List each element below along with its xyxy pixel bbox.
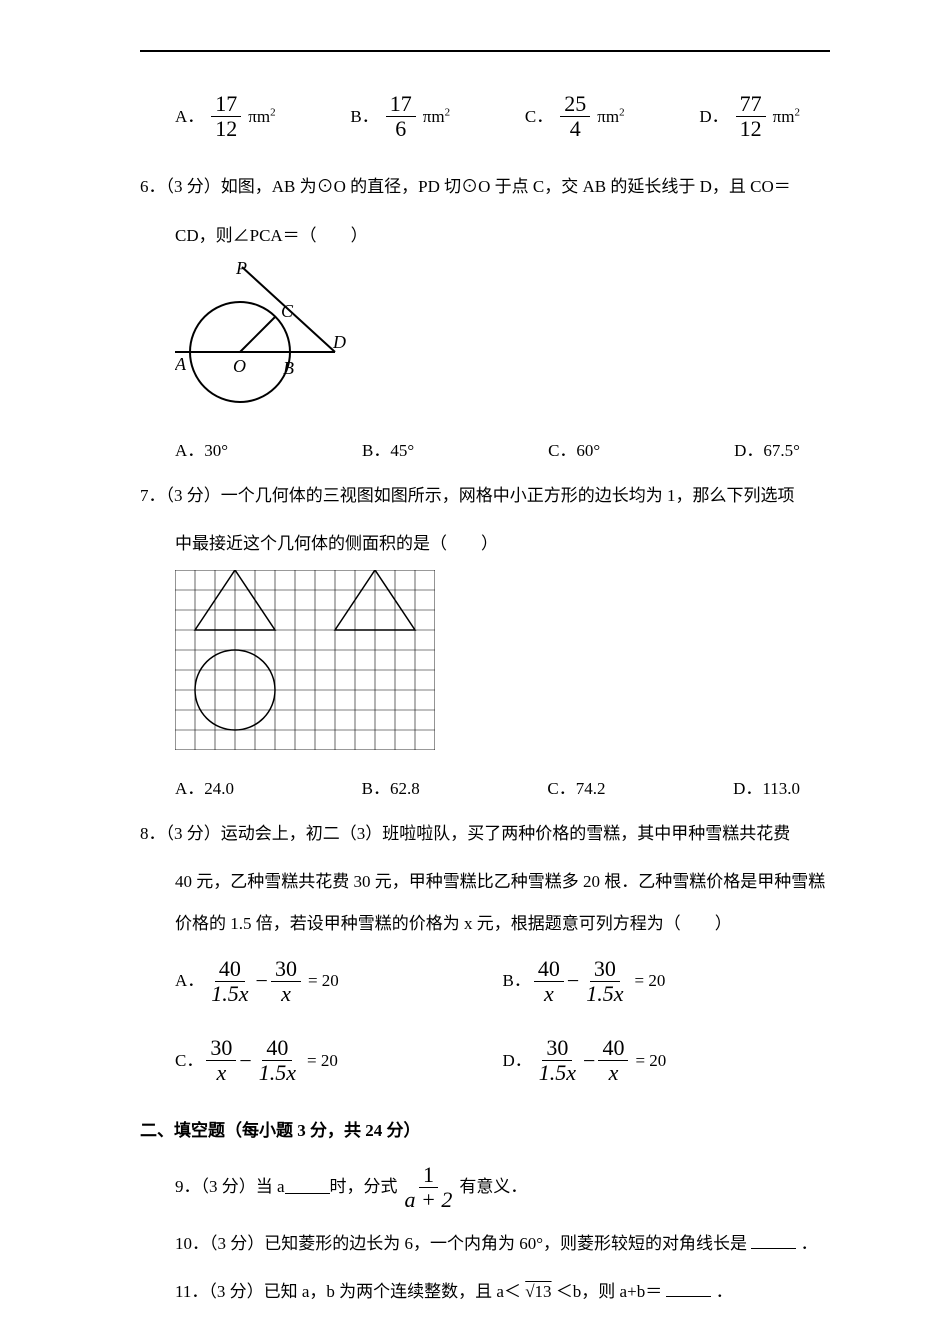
frac-num: 17 [386, 92, 416, 117]
q7-figure [175, 570, 830, 761]
q11-mid: ＜b，则 a+b＝ [556, 1282, 662, 1301]
option-label: B． [350, 101, 378, 133]
fraction: 25 4 [560, 92, 590, 141]
q6-stem-line2: CD，则∠PCA＝（ ） [140, 220, 830, 252]
q8-options: A． 401.5x − 30x = 20 B． 40x − 301.5x = 2… [140, 957, 830, 1086]
unit: πm2 [597, 101, 624, 133]
svg-text:A: A [175, 354, 187, 374]
q11: 11．（3 分）已知 a，b 为两个连续整数，且 a＜ √13 ＜b，则 a+b… [140, 1276, 830, 1308]
frac-num: 25 [560, 92, 590, 117]
q10: 10．（3 分）已知菱形的边长为 6，一个内角为 60°，则菱形较短的对角线长是… [140, 1228, 830, 1260]
q9-mid: 时，分式 [330, 1171, 398, 1203]
frac-den: 6 [391, 117, 410, 141]
q5-option-A: A． 17 12 πm2 [175, 92, 276, 141]
q10-suffix: ． [801, 1234, 818, 1253]
q5-option-D: D． 77 12 πm2 [699, 92, 800, 141]
frac-num: 17 [211, 92, 241, 117]
q6-option-D: D．67.5° [734, 435, 800, 467]
q9-prefix: 9．（3 分）当 a [175, 1171, 285, 1203]
option-label: C． [525, 101, 553, 133]
option-label: C． [175, 1045, 203, 1077]
unit: πm2 [773, 101, 800, 133]
q8-option-C: C． 30x − 401.5x = 20 [175, 1036, 503, 1085]
frac-den: 12 [211, 117, 241, 141]
option-label: D． [503, 1045, 532, 1077]
fraction: 17 12 [211, 92, 241, 141]
q6-option-C: C．60° [548, 435, 600, 467]
frac-num: 77 [736, 92, 766, 117]
eq: = 20 [635, 965, 666, 997]
option-label: D． [699, 101, 728, 133]
section2-title: 二、填空题（每小题 3 分，共 24 分） [140, 1115, 830, 1147]
option-label: B． [503, 965, 531, 997]
q6-figure: P C A O B D [175, 262, 830, 423]
q7-options: A．24.0 B．62.8 C．74.2 D．113.0 [140, 773, 830, 805]
option-label: A． [175, 965, 204, 997]
fraction: 17 6 [386, 92, 416, 141]
q7-stem-line2: 中最接近这个几何体的侧面积的是（ ） [140, 528, 830, 560]
q8-option-A: A． 401.5x − 30x = 20 [175, 957, 503, 1006]
frac-den: 12 [736, 117, 766, 141]
svg-text:P: P [235, 262, 247, 278]
page-top-rule [140, 50, 830, 52]
q8-stem-line1: 8．（3 分）运动会上，初二（3）班啦啦队，买了两种价格的雪糕，其中甲种雪糕共花… [140, 818, 830, 850]
frac-den: 4 [566, 117, 585, 141]
svg-text:D: D [332, 332, 346, 352]
q8-stem-line3: 价格的 1.5 倍，若设甲种雪糕的价格为 x 元，根据题意可列方程为（ ） [140, 908, 830, 940]
q11-suffix: ． [716, 1282, 733, 1301]
q5-option-C: C． 25 4 πm2 [525, 92, 625, 141]
q9: 9．（3 分）当 a 时，分式 1 a + 2 有意义． [140, 1163, 830, 1212]
q8-option-B: B． 40x − 301.5x = 20 [503, 957, 831, 1006]
q8-option-D: D． 301.5x − 40x = 20 [503, 1036, 831, 1085]
q6-option-B: B．45° [362, 435, 414, 467]
svg-text:O: O [233, 356, 246, 376]
blank [751, 1235, 796, 1249]
q6-stem-line1: 6．（3 分）如图，AB 为⊙O 的直径，PD 切⊙O 于点 C，交 AB 的延… [140, 171, 830, 203]
blank [666, 1283, 711, 1297]
unit: πm2 [423, 101, 450, 133]
q7-option-C: C．74.2 [547, 773, 605, 805]
eq: = 20 [635, 1045, 666, 1077]
q7-option-D: D．113.0 [733, 773, 800, 805]
option-label: A． [175, 101, 204, 133]
svg-text:C: C [281, 301, 294, 321]
eq: = 20 [307, 1045, 338, 1077]
q7-option-B: B．62.8 [362, 773, 420, 805]
q7-stem-line1: 7．（3 分）一个几何体的三视图如图所示，网格中小正方形的边长均为 1，那么下列… [140, 480, 830, 512]
sqrt13: √13 [525, 1282, 551, 1301]
q5-option-B: B． 17 6 πm2 [350, 92, 450, 141]
fraction: 77 12 [736, 92, 766, 141]
q8-stem-line2: 40 元，乙种雪糕共花费 30 元，甲种雪糕比乙种雪糕多 20 根．乙种雪糕价格… [140, 866, 830, 898]
fraction: 1 a + 2 [401, 1163, 457, 1212]
q6-options: A．30° B．45° C．60° D．67.5° [140, 435, 830, 467]
q7-option-A: A．24.0 [175, 773, 234, 805]
blank [285, 1180, 330, 1194]
q9-suffix: 有意义． [459, 1171, 527, 1203]
q11-prefix: 11．（3 分）已知 a，b 为两个连续整数，且 a＜ [175, 1282, 521, 1301]
q6-option-A: A．30° [175, 435, 228, 467]
q10-text: 10．（3 分）已知菱形的边长为 6，一个内角为 60°，则菱形较短的对角线长是 [175, 1234, 747, 1253]
q5-options: A． 17 12 πm2 B． 17 6 πm2 C． 25 4 πm2 D． … [140, 92, 830, 141]
eq: = 20 [308, 965, 339, 997]
svg-text:B: B [283, 358, 294, 378]
unit: πm2 [248, 101, 275, 133]
